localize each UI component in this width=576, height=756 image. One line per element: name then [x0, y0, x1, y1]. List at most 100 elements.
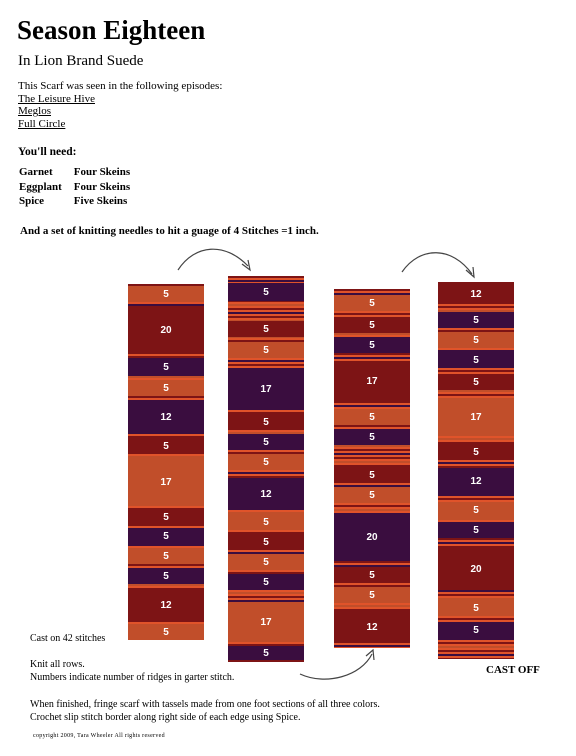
- scarf-stripe: [438, 542, 514, 544]
- cast-on-note: Cast on 42 stitches: [30, 633, 106, 644]
- scarf-stripe: [334, 609, 410, 611]
- scarf-block-label: 5: [228, 283, 304, 301]
- scarf-block-label: 20: [438, 548, 514, 590]
- curved-arrow-icon: [299, 648, 375, 680]
- scarf-block-label: 12: [334, 611, 410, 643]
- scarf-stripe: [228, 452, 304, 454]
- scarf-stripe: [228, 304, 304, 306]
- scarf-block-label: 5: [228, 646, 304, 660]
- finishing-note-2: Crochet slip stitch border along right s…: [30, 712, 301, 723]
- scarf-stripe: [228, 316, 304, 318]
- curved-arrow-icon: [401, 252, 475, 279]
- scarf-stripe: [228, 312, 304, 314]
- yarn-row: Garnet Four Skeins: [19, 166, 142, 181]
- scarf-block-label: 5: [128, 438, 204, 454]
- scarf-stripe: [438, 642, 514, 644]
- scarf-block-label: 17: [228, 368, 304, 410]
- scarf-stripe: [228, 552, 304, 554]
- scarf-block-label: 5: [438, 312, 514, 328]
- scarf-stripe: [438, 462, 514, 464]
- scarf-block-label: 5: [128, 510, 204, 524]
- scarf-block-label: 5: [228, 554, 304, 570]
- scarf-stripe: [228, 432, 304, 434]
- scarf-column-4: 12 5 5 5 5 17 5 12 5 5 20 5 5: [438, 282, 514, 659]
- scarf-stripe: [438, 390, 514, 392]
- ridges-note: Numbers indicate number of ridges in gar…: [30, 672, 235, 683]
- scarf-stripe: [128, 304, 204, 306]
- scarf-block-label: 17: [334, 361, 410, 401]
- scarf-stripe: [334, 313, 410, 315]
- scarf-stripe: [334, 353, 410, 355]
- scarf-block-label: 20: [334, 513, 410, 561]
- scarf-stripe: [228, 660, 304, 662]
- scarf-block-label: 5: [438, 622, 514, 638]
- scarf-stripe: [128, 432, 204, 434]
- scarf-stripe: [438, 590, 514, 592]
- scarf-stripe: [438, 370, 514, 372]
- scarf-stripe: [128, 588, 204, 590]
- scarf-stripe: [334, 333, 410, 335]
- scarf-column-3: 5 5 5 17 5 5 5 5 20 5 5 12: [334, 289, 410, 648]
- scarf-block-label: 5: [438, 374, 514, 390]
- scarf-stripe: [128, 396, 204, 398]
- scarf-block-label: 5: [334, 295, 410, 311]
- scarf-block-label: 12: [128, 590, 204, 620]
- scarf-stripe: [128, 356, 204, 358]
- scarf-stripe: [438, 594, 514, 596]
- scarf-block-label: 5: [438, 352, 514, 368]
- scarf-stripe: [228, 340, 304, 342]
- episode-link-leisure-hive[interactable]: The Leisure Hive: [18, 92, 95, 105]
- scarf-column-2: 5 5 5 17 5 5 5 12 5 5 5 5 17 5: [228, 276, 304, 662]
- scarf-block-label: 5: [228, 514, 304, 530]
- scarf-stripe: [128, 284, 204, 286]
- curved-arrow-icon: [177, 248, 251, 272]
- scarf-stripe: [334, 585, 410, 587]
- scarf-stripe: [334, 561, 410, 563]
- scarf-block-label: 5: [128, 548, 204, 564]
- needles-note: And a set of knitting needles to hit a g…: [20, 225, 319, 237]
- scarf-stripe: [228, 472, 304, 474]
- scarf-stripe: [438, 538, 514, 540]
- scarf-stripe: [334, 605, 410, 607]
- scarf-stripe: [228, 476, 304, 478]
- scarf-column-1: 5 20 5 5 12 5 17 5 5 5 5 12 5: [128, 284, 204, 640]
- scarf-stripe: [334, 465, 410, 467]
- scarf-stripe: [228, 532, 304, 534]
- finishing-note-1: When finished, fringe scarf with tassels…: [30, 699, 380, 710]
- scarf-block-label: 12: [438, 468, 514, 494]
- episodes-intro: This Scarf was seen in the following epi…: [18, 80, 223, 92]
- scarf-block-label: 17: [438, 398, 514, 436]
- scarf-stripe: [228, 596, 304, 598]
- scarf-stripe: [438, 598, 514, 600]
- scarf-block-label: 5: [334, 337, 410, 353]
- scarf-stripe: [334, 289, 410, 291]
- scarf-block-label: 5: [438, 502, 514, 518]
- scarf-block-label: 20: [128, 306, 204, 354]
- yarn-table: Garnet Four Skeins Eggplant Four Skeins …: [19, 166, 142, 210]
- scarf-stripe: [334, 293, 410, 295]
- episode-link-full-circle[interactable]: Full Circle: [18, 117, 66, 130]
- episode-link-meglos[interactable]: Meglos: [18, 105, 51, 117]
- scarf-stripe: [438, 310, 514, 312]
- scarf-block-label: 5: [334, 587, 410, 603]
- scarf-stripe: [228, 412, 304, 414]
- scarf-stripe: [128, 524, 204, 526]
- scarf-stripe: [438, 438, 514, 440]
- scarf-block-label: 5: [128, 358, 204, 376]
- scarf-block-label: 5: [228, 534, 304, 550]
- scarf-stripe: [438, 646, 514, 648]
- scarf-stripe: [334, 405, 410, 407]
- scarf-stripe: [228, 572, 304, 574]
- scarf-stripe: [228, 360, 304, 362]
- scarf-block-label: 5: [334, 467, 410, 483]
- scarf-stripe: [438, 618, 514, 620]
- scarf-stripe: [334, 485, 410, 487]
- yarn-row: Spice Five Skeins: [19, 195, 142, 210]
- scarf-stripe: [228, 364, 304, 366]
- scarf-block-label: 17: [128, 458, 204, 506]
- scarf-block-label: 5: [438, 332, 514, 348]
- scarf-block-label: 5: [128, 624, 204, 640]
- scarf-stripe: [438, 394, 514, 396]
- scarf-stripe: [128, 584, 204, 586]
- scarf-block-label: 5: [228, 434, 304, 450]
